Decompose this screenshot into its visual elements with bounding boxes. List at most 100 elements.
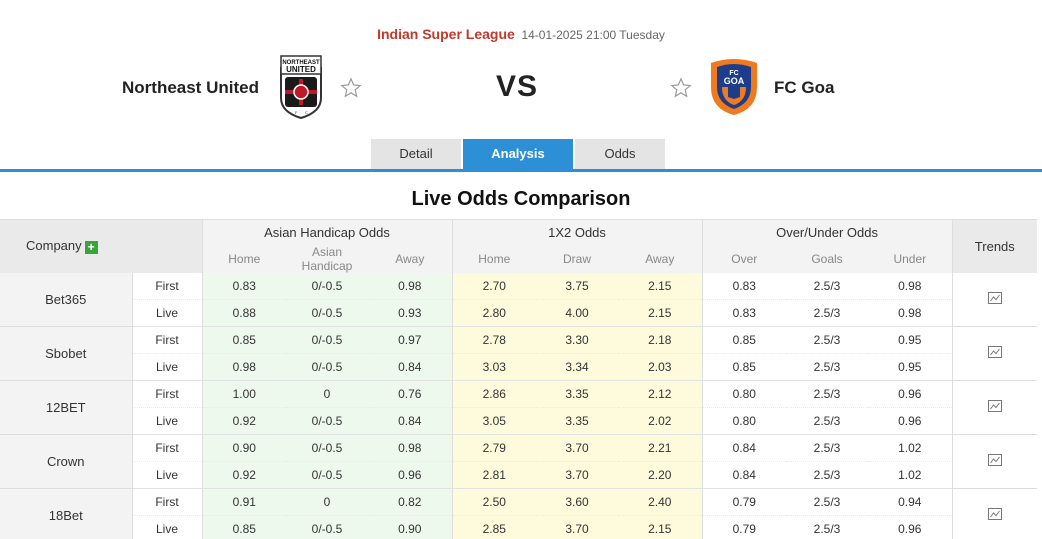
ah-odds-cell[interactable]: 1.00 (201, 380, 287, 408)
ah-odds-cell[interactable]: 0.90 (368, 515, 453, 539)
ah-odds-cell[interactable]: 0.90 (201, 434, 287, 462)
x12-odds-cell[interactable]: 2.21 (618, 434, 703, 462)
ou-odds-cell[interactable]: 0.79 (701, 488, 787, 516)
ah-odds-cell[interactable]: 0.84 (368, 353, 453, 381)
company-name[interactable]: 12BET (0, 380, 133, 435)
x12-odds-cell[interactable]: 2.85 (451, 515, 537, 539)
ah-odds-cell[interactable]: 0/-0.5 (286, 515, 369, 539)
ah-odds-cell[interactable]: 0.96 (368, 461, 453, 489)
ou-odds-cell[interactable]: 2.5/3 (786, 272, 869, 300)
favorite-away-star-icon[interactable] (670, 77, 692, 99)
x12-odds-cell[interactable]: 2.12 (618, 380, 703, 408)
line-chart-icon[interactable] (987, 291, 1002, 304)
ah-odds-cell[interactable]: 0/-0.5 (286, 326, 369, 354)
away-team-name[interactable]: FC Goa (774, 78, 835, 97)
ah-odds-cell[interactable]: 0/-0.5 (286, 272, 369, 300)
ah-odds-cell[interactable]: 0.85 (201, 515, 287, 539)
ou-odds-cell[interactable]: 0.96 (868, 515, 953, 539)
ah-odds-cell[interactable]: 0.91 (201, 488, 287, 516)
tab-odds[interactable]: Odds (575, 139, 665, 169)
ou-odds-cell[interactable]: 2.5/3 (786, 353, 869, 381)
tab-analysis[interactable]: Analysis (463, 139, 573, 169)
ah-odds-cell[interactable]: 0/-0.5 (286, 434, 369, 462)
x12-odds-cell[interactable]: 2.70 (451, 272, 537, 300)
company-name[interactable]: 18Bet (0, 488, 133, 539)
x12-odds-cell[interactable]: 3.34 (536, 353, 619, 381)
x12-odds-cell[interactable]: 3.35 (536, 380, 619, 408)
x12-odds-cell[interactable]: 3.60 (536, 488, 619, 516)
x12-odds-cell[interactable]: 2.02 (618, 407, 703, 435)
x12-odds-cell[interactable]: 2.50 (451, 488, 537, 516)
ah-odds-cell[interactable]: 0/-0.5 (286, 407, 369, 435)
ou-odds-cell[interactable]: 2.5/3 (786, 434, 869, 462)
x12-odds-cell[interactable]: 2.03 (618, 353, 703, 381)
ou-odds-cell[interactable]: 2.5/3 (786, 461, 869, 489)
ou-odds-cell[interactable]: 0.83 (701, 272, 787, 300)
x12-odds-cell[interactable]: 3.70 (536, 461, 619, 489)
x12-odds-cell[interactable]: 2.78 (451, 326, 537, 354)
line-chart-icon[interactable] (987, 400, 1002, 412)
line-chart-icon[interactable] (987, 346, 1002, 358)
ou-odds-cell[interactable]: 0.95 (868, 353, 953, 381)
x12-odds-cell[interactable]: 2.80 (451, 299, 537, 327)
x12-odds-cell[interactable]: 2.20 (618, 461, 703, 489)
ah-odds-cell[interactable]: 0.92 (201, 407, 287, 435)
ou-odds-cell[interactable]: 0.85 (701, 326, 787, 354)
ah-odds-cell[interactable]: 0.93 (368, 299, 453, 327)
ah-odds-cell[interactable]: 0.76 (368, 380, 453, 408)
line-chart-icon[interactable] (987, 454, 1002, 466)
ou-odds-cell[interactable]: 1.02 (868, 461, 953, 489)
favorite-home-star-icon[interactable] (340, 77, 362, 99)
line-chart-icon[interactable] (987, 508, 1002, 520)
x12-odds-cell[interactable]: 3.05 (451, 407, 537, 435)
x12-odds-cell[interactable]: 2.79 (451, 434, 537, 462)
ou-odds-cell[interactable]: 2.5/3 (786, 488, 869, 516)
ou-odds-cell[interactable]: 2.5/3 (786, 299, 869, 327)
ou-odds-cell[interactable]: 2.5/3 (786, 326, 869, 354)
ah-odds-cell[interactable]: 0.98 (201, 353, 287, 381)
x12-odds-cell[interactable]: 3.30 (536, 326, 619, 354)
ah-odds-cell[interactable]: 0.83 (201, 272, 287, 300)
ah-odds-cell[interactable]: 0.82 (368, 488, 453, 516)
x12-odds-cell[interactable]: 3.03 (451, 353, 537, 381)
ou-odds-cell[interactable]: 0.80 (701, 407, 787, 435)
x12-odds-cell[interactable]: 2.15 (618, 299, 703, 327)
x12-odds-cell[interactable]: 3.35 (536, 407, 619, 435)
company-name[interactable]: Bet365 (0, 272, 133, 327)
ou-odds-cell[interactable]: 0.96 (868, 380, 953, 408)
ou-odds-cell[interactable]: 0.85 (701, 353, 787, 381)
company-name[interactable]: Sbobet (0, 326, 133, 381)
ou-odds-cell[interactable]: 0.96 (868, 407, 953, 435)
ah-odds-cell[interactable]: 0.84 (368, 407, 453, 435)
ou-odds-cell[interactable]: 0.98 (868, 272, 953, 300)
x12-odds-cell[interactable]: 2.86 (451, 380, 537, 408)
ah-odds-cell[interactable]: 0/-0.5 (286, 353, 369, 381)
ou-odds-cell[interactable]: 2.5/3 (786, 380, 869, 408)
ah-odds-cell[interactable]: 0.98 (368, 272, 453, 300)
ou-odds-cell[interactable]: 2.5/3 (786, 407, 869, 435)
x12-odds-cell[interactable]: 2.15 (618, 515, 703, 539)
x12-odds-cell[interactable]: 2.81 (451, 461, 537, 489)
ou-odds-cell[interactable]: 0.84 (701, 434, 787, 462)
ou-odds-cell[interactable]: 0.83 (701, 299, 787, 327)
ah-odds-cell[interactable]: 0 (286, 488, 369, 516)
ou-odds-cell[interactable]: 0.79 (701, 515, 787, 539)
ah-odds-cell[interactable]: 0.85 (201, 326, 287, 354)
x12-odds-cell[interactable]: 3.70 (536, 434, 619, 462)
ah-odds-cell[interactable]: 0/-0.5 (286, 461, 369, 489)
league-name[interactable]: Indian Super League (377, 26, 515, 42)
x12-odds-cell[interactable]: 3.75 (536, 272, 619, 300)
home-team-name[interactable]: Northeast United (122, 78, 259, 97)
ou-odds-cell[interactable]: 0.95 (868, 326, 953, 354)
add-company-button[interactable]: + (84, 241, 98, 255)
x12-odds-cell[interactable]: 2.40 (618, 488, 703, 516)
tab-detail[interactable]: Detail (371, 139, 461, 169)
ou-odds-cell[interactable]: 0.80 (701, 380, 787, 408)
ou-odds-cell[interactable]: 1.02 (868, 434, 953, 462)
ah-odds-cell[interactable]: 0.92 (201, 461, 287, 489)
ou-odds-cell[interactable]: 2.5/3 (786, 515, 869, 539)
x12-odds-cell[interactable]: 3.70 (536, 515, 619, 539)
ah-odds-cell[interactable]: 0.98 (368, 434, 453, 462)
ah-odds-cell[interactable]: 0.97 (368, 326, 453, 354)
company-name[interactable]: Crown (0, 434, 133, 489)
